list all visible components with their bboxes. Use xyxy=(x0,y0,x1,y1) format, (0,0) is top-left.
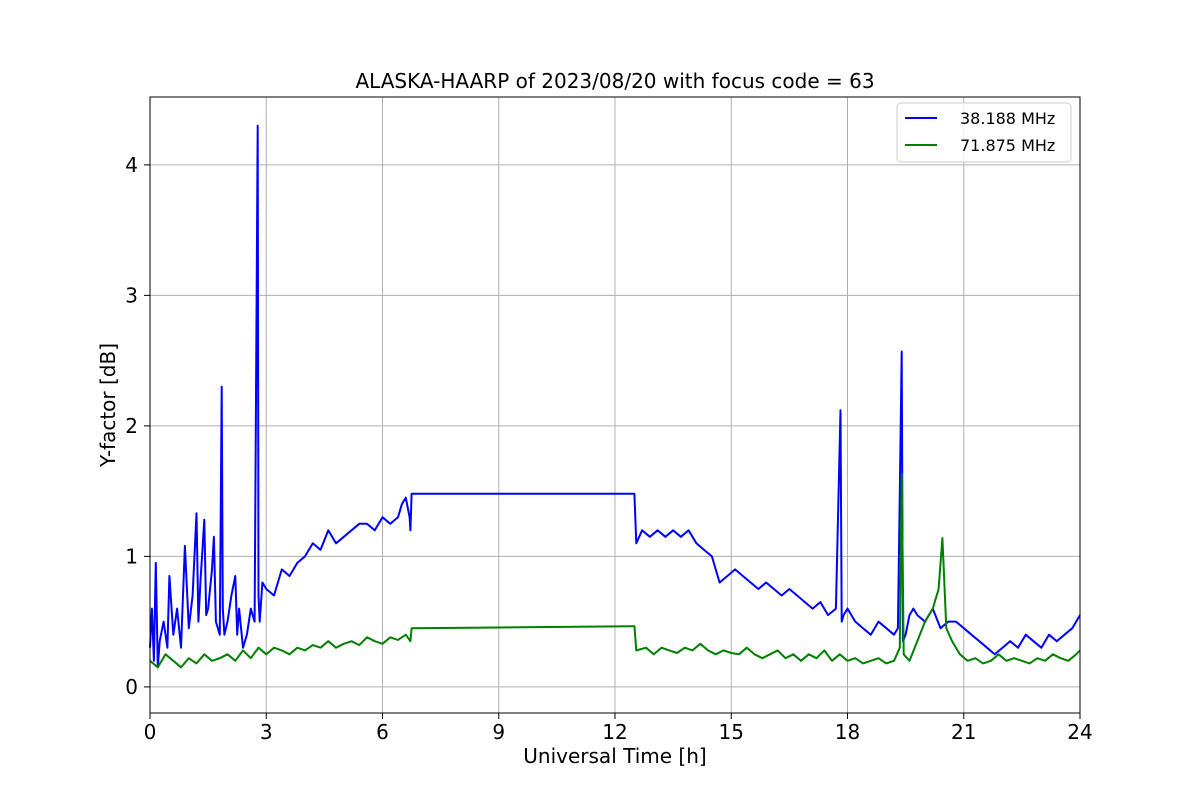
legend-label-38mhz: 38.188 MHz xyxy=(960,109,1055,128)
y-tick-label: 2 xyxy=(125,414,138,438)
series-line-38mhz xyxy=(149,124,1081,669)
x-tick-label: 9 xyxy=(492,720,505,744)
x-tick-label: 0 xyxy=(144,720,157,744)
x-tick-label: 18 xyxy=(835,720,860,744)
y-tick-label: 1 xyxy=(125,544,138,568)
x-tick-label: 6 xyxy=(376,720,389,744)
chart-title: ALASKA-HAARP of 2023/08/20 with focus co… xyxy=(355,69,874,93)
x-tick-label: 12 xyxy=(602,720,627,744)
y-tick-label: 0 xyxy=(125,675,138,699)
legend-label-71mhz: 71.875 MHz xyxy=(960,136,1055,155)
y-tick-label: 3 xyxy=(125,283,138,307)
y-tick-label: 4 xyxy=(125,153,138,177)
y-axis-label: Y-factor [dB] xyxy=(96,343,120,468)
y-axis-ticks: 0 1 2 3 4 xyxy=(125,153,150,699)
x-axis-label: Universal Time [h] xyxy=(523,744,706,768)
legend: 38.188 MHz 71.875 MHz xyxy=(896,102,1072,163)
x-tick-label: 24 xyxy=(1067,720,1092,744)
x-tick-label: 3 xyxy=(260,720,273,744)
x-axis-ticks: 0 3 6 9 12 15 18 21 24 xyxy=(144,713,1093,744)
x-tick-label: 15 xyxy=(719,720,744,744)
series-line-71mhz xyxy=(149,473,1081,669)
series-layer xyxy=(149,124,1081,669)
legend-box xyxy=(896,102,1072,163)
x-tick-label: 21 xyxy=(951,720,976,744)
